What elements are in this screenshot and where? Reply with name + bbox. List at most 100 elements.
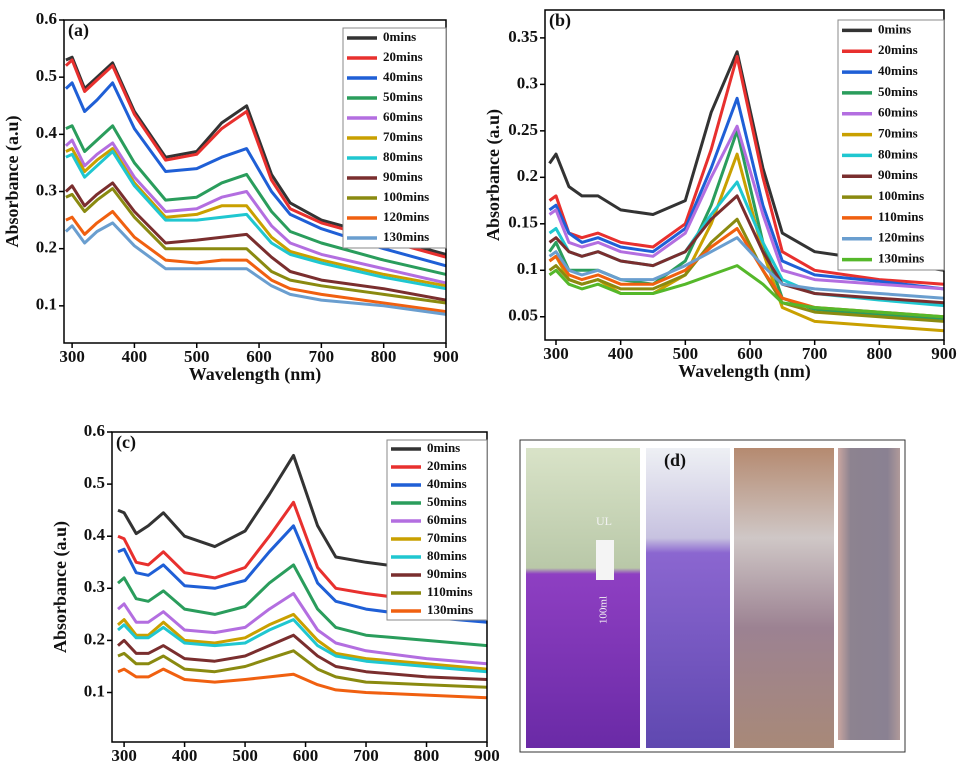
panel-label: (d): [664, 450, 686, 471]
panel-label: (a): [68, 20, 89, 41]
x-tick-label: 900: [433, 347, 459, 366]
x-tick-label: 800: [867, 344, 893, 363]
data-line: [548, 50, 945, 272]
beaker-mark: UL: [596, 514, 612, 528]
legend-label: 80mins: [427, 548, 467, 563]
x-tick-label: 300: [59, 347, 85, 366]
data-line: [548, 96, 945, 291]
y-tick-label: 0.5: [84, 473, 105, 492]
x-tick-label: 700: [309, 347, 335, 366]
legend-box: [837, 19, 945, 271]
legend-label: 70mins: [878, 126, 918, 141]
legend-label: 20mins: [383, 49, 423, 64]
x-axis-title: Wavelength (nm): [233, 763, 366, 766]
data-line: [65, 55, 447, 256]
x-tick-label: 500: [232, 746, 258, 765]
legend-label: 90mins: [427, 566, 467, 581]
data-line: [117, 453, 488, 580]
x-tick-label: 600: [737, 344, 763, 363]
data-line: [64, 58, 447, 259]
legend-label: 120mins: [383, 209, 429, 224]
data-line: [117, 563, 488, 648]
data-line: [65, 124, 447, 276]
chart: 300 400 500 600 700 800 900 0.05 0.1 0.15 0.2 0.25 0…: [483, 9, 957, 382]
x-tick-label: 700: [802, 344, 828, 363]
chart: 300 400 500 600 700 800 900 0.1 0.2 0.3 0.4 0.5 0.6 W…: [50, 421, 500, 766]
legend-label: 80mins: [878, 146, 918, 161]
photo-beaker-3: [734, 448, 834, 748]
y-tick-label: 0.3: [517, 73, 538, 92]
data-line: [64, 221, 447, 316]
data-line: [64, 81, 447, 268]
data-line: [548, 227, 945, 319]
legend-label: 60mins: [878, 105, 918, 120]
x-tick-label: 300: [543, 344, 569, 363]
y-axis-title: Absorbance (a.u): [50, 521, 71, 653]
y-tick-label: 0.5: [36, 66, 57, 85]
data-line: [117, 667, 488, 700]
y-tick-label: 0.1: [517, 259, 538, 278]
photo-tube: [838, 448, 900, 740]
legend-label: 130mins: [427, 602, 473, 617]
x-tick-label: 300: [111, 746, 137, 765]
photo-beaker-1: [526, 448, 640, 748]
beaker-mark: 100ml: [598, 596, 610, 624]
data-line: [117, 612, 488, 671]
x-tick-label: 800: [371, 347, 397, 366]
data-line: [548, 217, 945, 323]
data-line: [117, 649, 488, 689]
data-line: [117, 500, 488, 608]
legend-label: 110mins: [427, 584, 473, 599]
y-tick-label: 0.2: [84, 629, 105, 648]
data-line: [548, 124, 945, 291]
legend-label: 60mins: [427, 512, 467, 527]
x-axis-title: Wavelength (nm): [189, 364, 322, 385]
data-line: [65, 147, 447, 288]
y-tick-label: 0.4: [84, 525, 106, 544]
x-tick-label: 900: [931, 344, 957, 363]
legend-label: 130mins: [383, 229, 429, 244]
legend-label: 40mins: [383, 69, 423, 84]
x-axis-title: Wavelength (nm): [678, 361, 811, 382]
legend-label: 50mins: [878, 84, 918, 99]
legend-label: 20mins: [878, 42, 918, 57]
data-line: [117, 618, 488, 674]
beaker-label: [596, 540, 614, 580]
legend-label: 40mins: [878, 63, 918, 78]
legend-label: 70mins: [427, 530, 467, 545]
data-line: [548, 194, 945, 305]
y-tick-label: 0.3: [84, 577, 105, 596]
legend-label: 100mins: [383, 189, 429, 204]
x-tick-label: 400: [122, 347, 148, 366]
legend-label: 100mins: [878, 188, 924, 203]
legend-box: [386, 439, 488, 621]
x-tick-label: 400: [608, 344, 634, 363]
legend-label: 110mins: [878, 209, 924, 224]
data-line: [64, 181, 447, 302]
y-axis-title: Absorbance (a.u): [2, 115, 23, 247]
y-tick-label: 0.1: [84, 681, 105, 700]
y-tick-label: 0.4: [36, 123, 58, 142]
y-axis-title: Absorbance (a.u): [483, 109, 504, 241]
panel-label: (c): [116, 432, 136, 453]
legend-label: 50mins: [427, 494, 467, 509]
y-tick-label: 0.2: [517, 166, 538, 185]
y-tick-label: 0.6: [36, 9, 57, 28]
legend-label: 0mins: [383, 29, 416, 44]
data-line: [117, 592, 488, 666]
legend-label: 120mins: [878, 230, 924, 245]
y-tick-label: 0.3: [36, 180, 57, 199]
legend-label: 80mins: [383, 149, 423, 164]
y-tick-label: 0.05: [508, 306, 538, 325]
y-tick-label: 0.6: [84, 421, 105, 440]
data-line: [65, 187, 447, 305]
legend-label: 70mins: [383, 129, 423, 144]
data-line: [117, 633, 488, 681]
y-tick-label: 0.1: [36, 295, 57, 314]
data-line: [548, 264, 945, 319]
x-tick-label: 900: [474, 746, 500, 765]
legend-label: 60mins: [383, 109, 423, 124]
chart: 300 400 500 600 700 800 900 0.1 0.2 0.3 0.4 0.5 0.6 W…: [2, 9, 459, 385]
legend-label: 40mins: [427, 476, 467, 491]
